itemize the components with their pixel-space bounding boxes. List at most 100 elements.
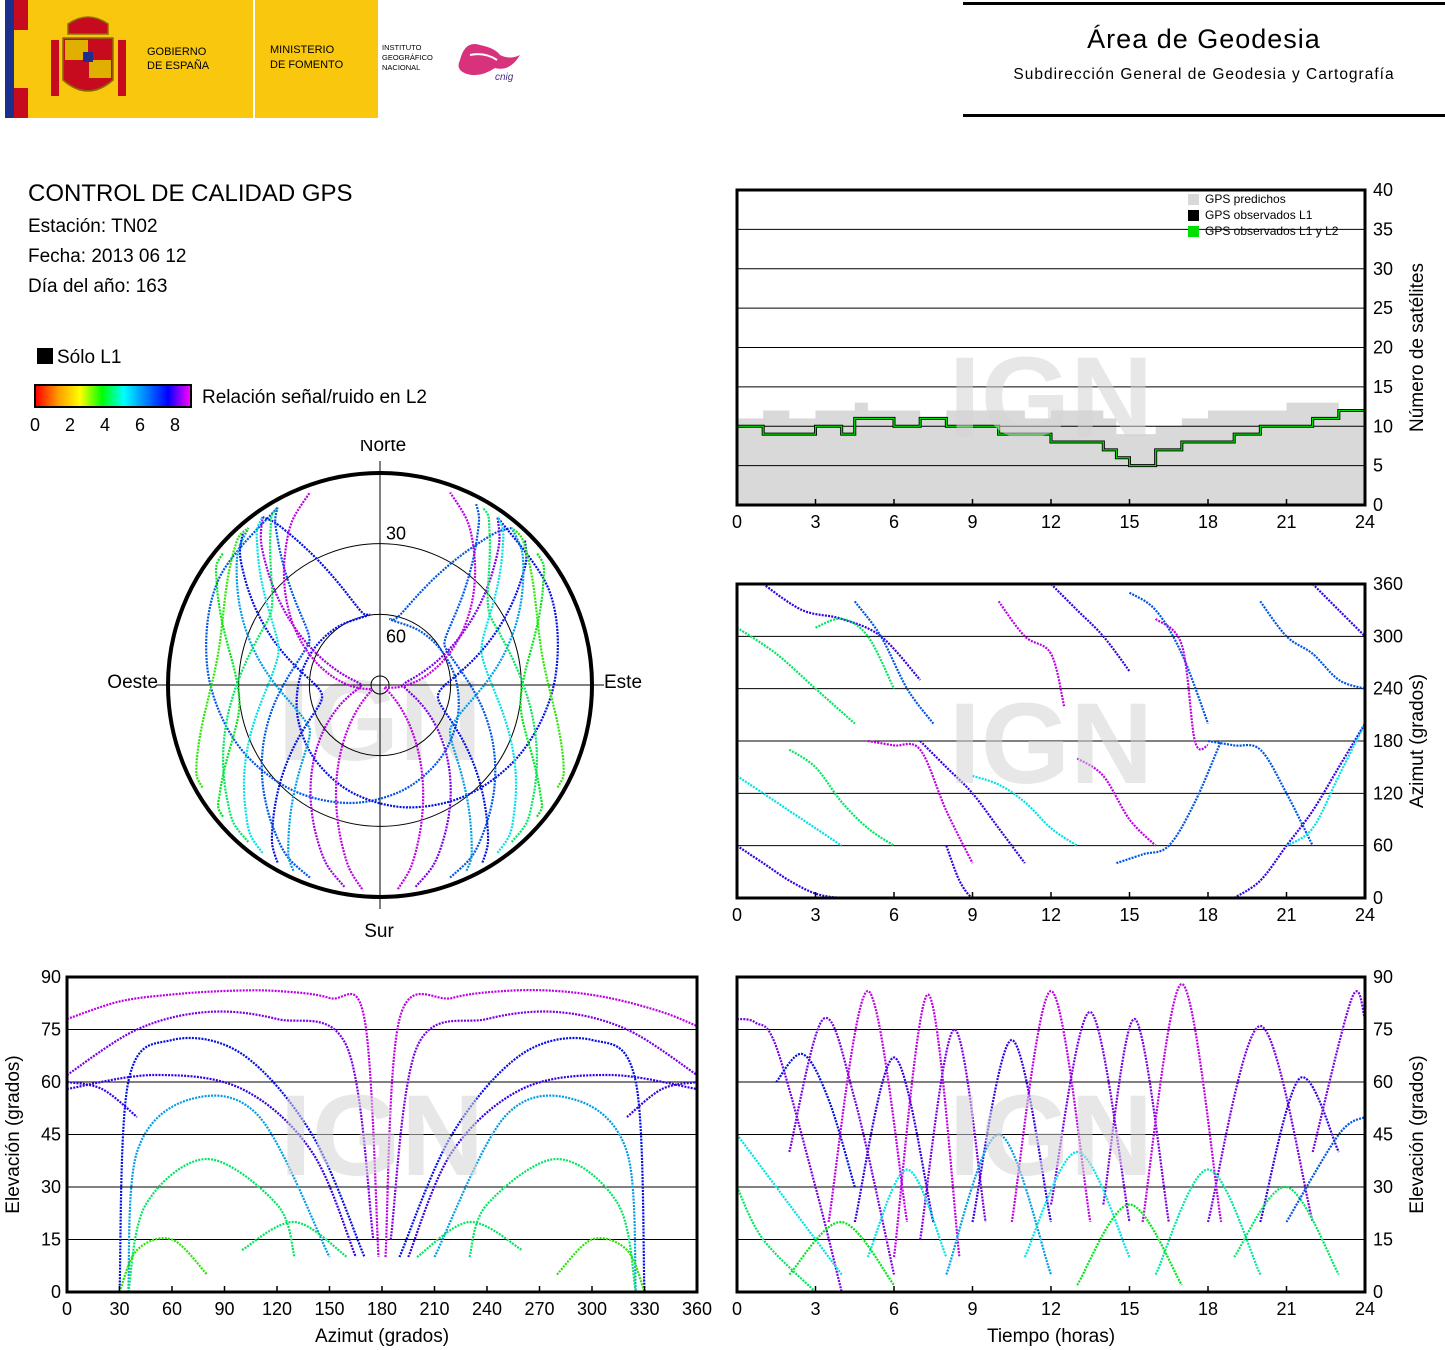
y-tick-label: 30: [1373, 1177, 1393, 1197]
snr-tick: 2: [64, 415, 76, 435]
axes: 0 30 60 90 120 150 180 210 240 270 300 330 360 0 15 30 4…: [3, 967, 712, 1347]
y-tick-label: 35: [1373, 219, 1393, 239]
report-title: CONTROL DE CALIDAD GPS: [28, 180, 353, 207]
satellite-track: [67, 1073, 357, 1258]
satellite-track: [1233, 723, 1365, 898]
sky-satellite-track: [222, 506, 279, 843]
x-tick-label: 6: [889, 905, 899, 925]
elevation-ring: [308, 613, 452, 757]
satellite-track: [867, 739, 974, 864]
sky-tracks: [195, 491, 565, 890]
ring-label: 60: [386, 626, 406, 646]
satellite-track: [919, 1028, 987, 1240]
satellite-track: [1259, 600, 1365, 690]
sky-satellite-track: [242, 516, 280, 854]
sky-satellite-track: [510, 527, 565, 789]
y-tick-label: 75: [1373, 1020, 1393, 1040]
x-tick-label: 24: [1355, 512, 1375, 532]
sky-satellite-track: [519, 552, 546, 818]
y-tick-label: 90: [1373, 967, 1393, 987]
x-tick-label: 3: [810, 1299, 820, 1319]
y-tick-label: 15: [1373, 1230, 1393, 1250]
satellite-track: [1076, 757, 1157, 847]
legend-swatch: [1188, 226, 1199, 237]
satellite-track: [1076, 1203, 1183, 1286]
y-tick-label: 60: [1373, 836, 1393, 856]
gobierno-line2: DE ESPAÑA: [147, 59, 210, 72]
station-line: Estación: TN02: [28, 216, 158, 237]
series-observed-line: [737, 409, 1366, 467]
satellite-track: [67, 1010, 375, 1240]
x-tick-label: 150: [314, 1299, 344, 1319]
plot-area: [737, 584, 1365, 898]
y-tick-label: 30: [1373, 259, 1393, 279]
satellite-track: [241, 1220, 348, 1258]
satellite-track: [1102, 1017, 1170, 1223]
sky-satellite-track: [205, 506, 513, 805]
snr-colorbar: [34, 384, 192, 408]
legend-l1-only: Sólo L1: [37, 347, 121, 369]
sky-satellite-track: [443, 503, 497, 879]
y-tick-label: 120: [1373, 783, 1403, 803]
x-tick-label: 240: [472, 1299, 502, 1319]
area-title: Área de Geodesia: [1087, 24, 1321, 54]
satellite-track: [1128, 591, 1210, 724]
snr-colorbar-label: Relación señal/ruido en L2: [202, 387, 427, 408]
snr-tick: 8: [169, 415, 181, 435]
legend-l1-label: Sólo L1: [57, 347, 122, 368]
legend-entry: GPS predichos: [1205, 192, 1286, 206]
y-tick-label: 360: [1373, 574, 1403, 594]
bottom-rule: [963, 114, 1445, 117]
x-tick-label: 9: [967, 905, 977, 925]
ign-line3: NACIONAL: [382, 63, 420, 72]
satellite-track: [737, 1186, 817, 1292]
y-tick-label: 25: [1373, 298, 1393, 318]
x-tick-label: 21: [1276, 512, 1296, 532]
satellite-track: [1285, 723, 1365, 847]
satellite-track: [127, 1094, 331, 1292]
satellite-track: [971, 1038, 1053, 1223]
satellite-track: [433, 1094, 637, 1292]
date-line: Fecha: 2013 06 12: [28, 246, 187, 267]
satellite-count-chart: IGN GPS predichos GPS observados L1 GPS obs…: [732, 180, 1428, 532]
satellite-track: [853, 600, 935, 725]
y-tick-label: 90: [41, 967, 61, 987]
series-predicted-area: [737, 402, 1365, 505]
satellite-track: [626, 1080, 697, 1118]
satellite-track: [853, 1056, 935, 1223]
satellite-track: [762, 584, 922, 681]
elevation-azimuth-chart: IGN 0 30 60 90 120 150 180 210 240 270 300 330 360 0 15…: [3, 967, 712, 1347]
ign-watermark: IGN: [949, 1072, 1153, 1200]
doy-line: Día del año: 163: [28, 276, 168, 297]
y-tick-label: 45: [41, 1125, 61, 1145]
satellite-track: [468, 1157, 637, 1292]
area-geodesia-box: Área de Geodesia Subdirección General de…: [963, 0, 1445, 118]
satellite-track: [1285, 1116, 1365, 1223]
y-tick-label: 30: [41, 1177, 61, 1197]
tracks: [737, 982, 1365, 1292]
y-tick-label: 0: [1373, 1282, 1383, 1302]
x-tick-label: 15: [1119, 512, 1139, 532]
direction-east: Este: [604, 672, 642, 693]
satellite-track: [1154, 1168, 1262, 1275]
ign-line1: INSTITUTO: [382, 43, 422, 52]
gobierno-line1: GOBIERNO: [147, 46, 207, 58]
x-tick-label: 300: [577, 1299, 607, 1319]
plot-area: [67, 989, 697, 1292]
x-tick-label: 6: [889, 1299, 899, 1319]
top-rule: [963, 2, 1445, 5]
y-tick-label: 20: [1373, 338, 1393, 358]
legend-swatch: [1188, 210, 1199, 221]
area-subtitle: Subdirección General de Geodesia y Carto…: [1013, 66, 1395, 83]
satellite-track: [127, 1157, 296, 1292]
satellite-track: [1023, 1150, 1131, 1258]
y-axis-label: Elevación (grados): [3, 1055, 24, 1213]
x-tick-label: 12: [1041, 1299, 1061, 1319]
sky-satellite-track: [480, 516, 518, 854]
x-tick-label: 0: [62, 1299, 72, 1319]
x-tick-label: 9: [967, 1299, 977, 1319]
satellite-track: [866, 1168, 948, 1258]
x-tick-label: 15: [1119, 1299, 1139, 1319]
